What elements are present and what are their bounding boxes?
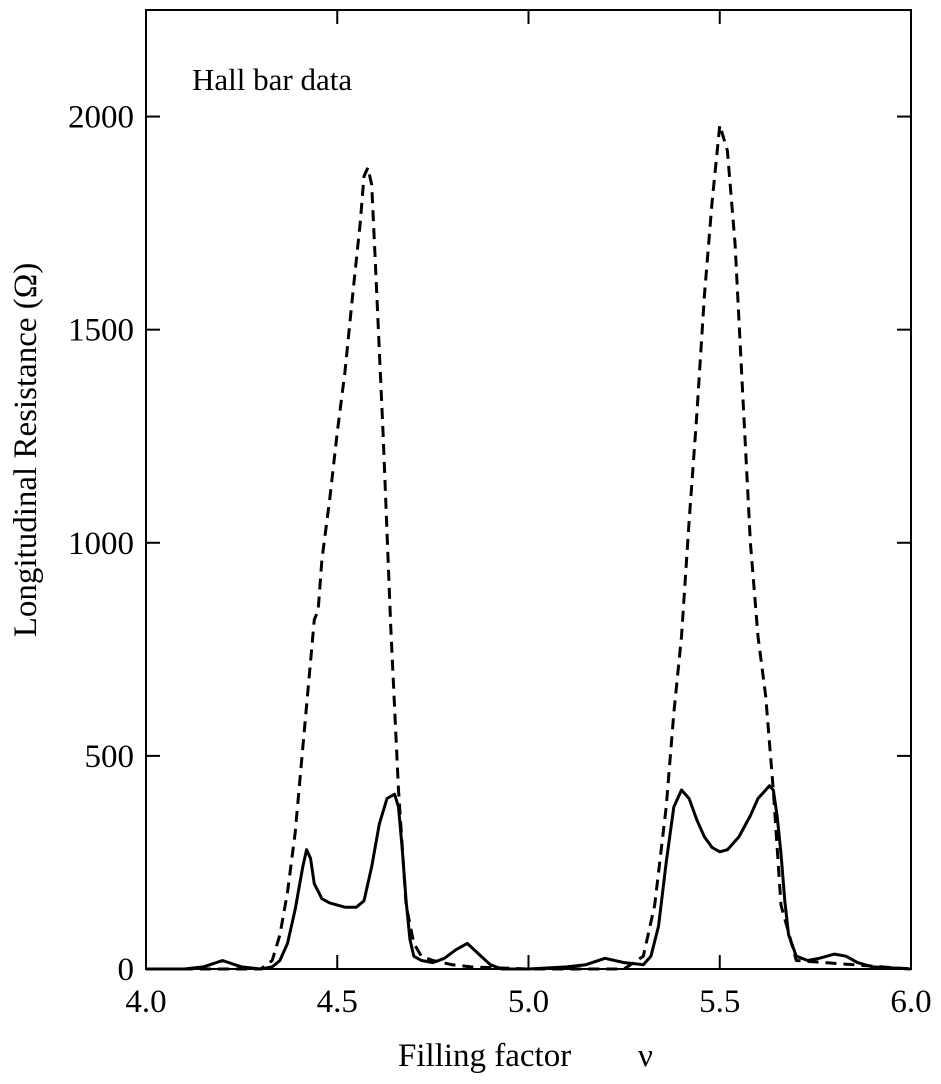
y-tick-label: 1500 xyxy=(68,313,134,349)
x-tick-label: 4.5 xyxy=(317,984,358,1020)
y-tick-label: 2000 xyxy=(68,100,134,136)
x-tick-label: 5.0 xyxy=(508,984,549,1020)
x-tick-label: 4.0 xyxy=(125,984,166,1020)
y-axis-label: Longitudinal Resistance (Ω) xyxy=(8,263,44,638)
chart-annotation: Hall bar data xyxy=(192,62,352,97)
series-dashed-line xyxy=(146,123,912,971)
tick-labels: 4.0 4.5 5.0 5.5 6.0 0 500 1000 1500 2000 xyxy=(68,100,932,1020)
x-axis-symbol: ν xyxy=(638,1038,653,1074)
y-tick-label: 0 xyxy=(118,952,135,988)
plot-frame xyxy=(145,9,912,970)
axis-ticks xyxy=(145,10,912,970)
x-tick-label: 6.0 xyxy=(890,984,931,1020)
series-layer xyxy=(146,123,912,971)
y-tick-label: 500 xyxy=(85,739,135,775)
series-solid-line xyxy=(146,784,912,971)
x-tick-label: 5.5 xyxy=(699,984,740,1020)
x-axis-label: Filling factor xyxy=(398,1038,571,1074)
y-tick-label: 1000 xyxy=(68,526,134,562)
